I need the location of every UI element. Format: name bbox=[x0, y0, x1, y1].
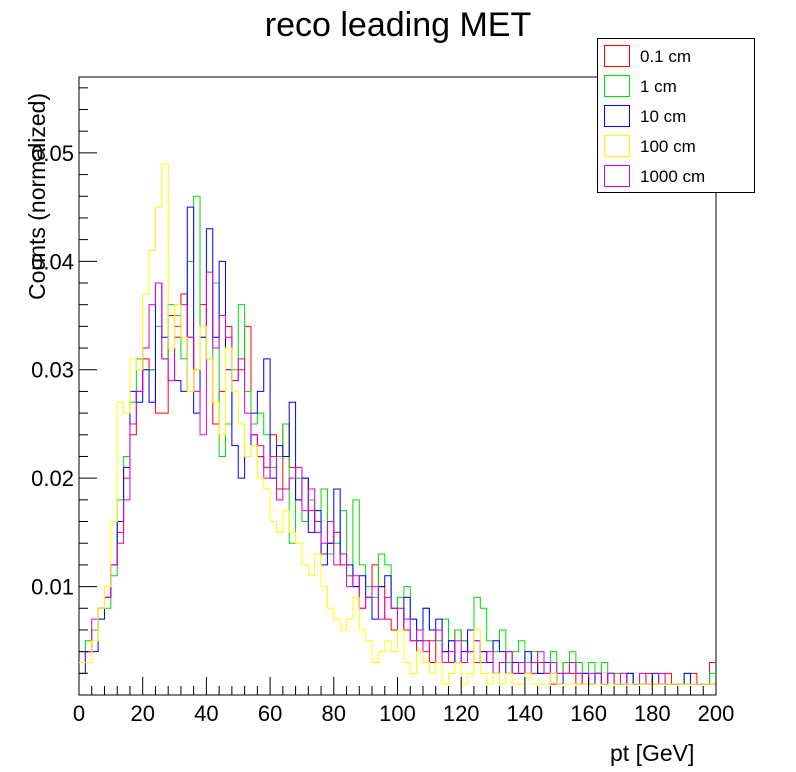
legend-swatch bbox=[604, 45, 630, 67]
y-tick-label: 0.03 bbox=[31, 358, 74, 383]
histogram-series-layer bbox=[79, 163, 716, 685]
legend-label: 100 cm bbox=[640, 137, 696, 156]
chart-title: reco leading MET bbox=[264, 6, 532, 44]
legend-label: 1000 cm bbox=[640, 167, 706, 186]
series-line-10cm bbox=[79, 206, 716, 685]
series-line-100cm bbox=[79, 163, 716, 685]
y-tick-label: 0.04 bbox=[31, 249, 74, 274]
x-tick-label: 160 bbox=[570, 701, 607, 726]
x-tick-label: 80 bbox=[322, 701, 346, 726]
legend-swatch bbox=[604, 75, 630, 97]
x-tick-label: 40 bbox=[194, 701, 218, 726]
x-tick-label: 120 bbox=[443, 701, 480, 726]
y-tick-label: 0.01 bbox=[31, 575, 74, 600]
legend-label: 10 cm bbox=[640, 107, 687, 126]
x-tick-label: 20 bbox=[130, 701, 154, 726]
x-axis-label: pt [GeV] bbox=[610, 740, 695, 766]
x-tick-label: 0 bbox=[73, 701, 85, 726]
y-tick-label: 0.05 bbox=[31, 141, 74, 166]
legend-swatch bbox=[604, 165, 630, 187]
legend-label: 0.1 cm bbox=[640, 47, 692, 66]
x-tick-label: 180 bbox=[634, 701, 671, 726]
legend-swatch bbox=[604, 105, 630, 127]
x-tick-label: 60 bbox=[258, 701, 282, 726]
axis-layer: 0 20 40 60 80 100 120 140 160 180 200 0.01 0.02 0.03 0… bbox=[31, 87, 735, 726]
y-tick-label: 0.02 bbox=[31, 466, 74, 491]
legend-swatch bbox=[604, 135, 630, 157]
y-axis-label: Counts (normalized) bbox=[24, 92, 50, 300]
legend: 0.1 cm 1 cm 10 cm 100 cm 1000 cm bbox=[597, 38, 755, 193]
legend-label: 1 cm bbox=[640, 77, 677, 96]
x-tick-label: 100 bbox=[379, 701, 416, 726]
x-tick-label: 140 bbox=[507, 701, 544, 726]
x-tick-label: 200 bbox=[698, 701, 735, 726]
